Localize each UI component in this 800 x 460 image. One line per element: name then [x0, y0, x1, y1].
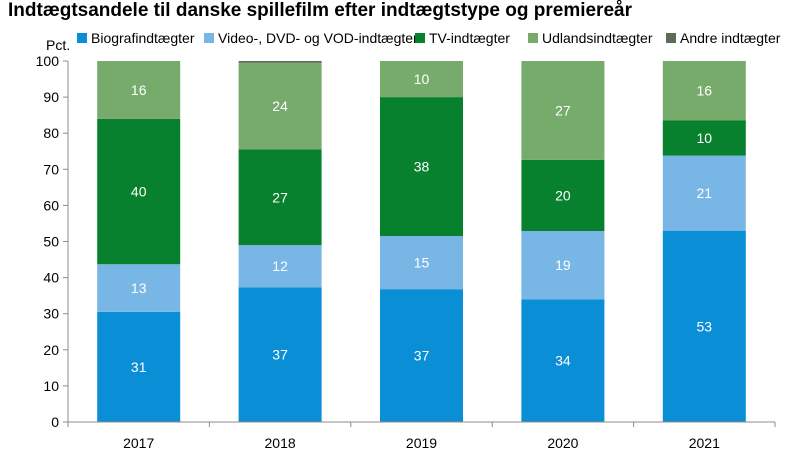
- y-tick-label: 40: [43, 270, 59, 286]
- legend-swatch-5: [666, 33, 676, 43]
- bar-segment-2019-2: [380, 236, 463, 290]
- x-tick-label-2021: 2021: [689, 435, 720, 451]
- legend-swatch-3: [415, 33, 425, 43]
- legend-swatch-1: [77, 33, 87, 43]
- x-tick-label-2017: 2017: [123, 435, 154, 451]
- bar-segment-2018-2: [238, 245, 322, 288]
- y-tick-label: 10: [43, 378, 59, 394]
- bar-segment-2019-1: [380, 289, 463, 422]
- legend-entry-2: Video-, DVD- og VOD-indtægter: [218, 30, 418, 46]
- data-label-2018-2: 12: [272, 258, 288, 274]
- bar-segment-2017-1: [97, 311, 181, 422]
- bar-segment-2020-4: [521, 61, 605, 160]
- y-tick-label: 90: [43, 89, 59, 105]
- y-tick-label: 100: [36, 53, 60, 69]
- legend-entry-1: Biografindtægter: [91, 30, 195, 46]
- data-label-2021-3: 10: [697, 130, 713, 146]
- data-label-2017-2: 13: [131, 280, 147, 296]
- x-tick-label-2020: 2020: [547, 435, 578, 451]
- data-label-2018-1: 37: [272, 347, 288, 363]
- data-label-2019-2: 15: [414, 255, 430, 271]
- data-label-2021-4: 16: [697, 83, 713, 99]
- x-axis: 2017 2018 2019 2020 2021: [67, 421, 776, 451]
- bar-segment-2021-1: [662, 230, 746, 422]
- data-label-2020-4: 27: [555, 102, 571, 118]
- data-label-2021-1: 53: [697, 318, 713, 334]
- x-tick-label-2019: 2019: [406, 435, 437, 451]
- bar-segment-2021-2: [662, 155, 746, 231]
- bar-segment-2017-4: [97, 61, 181, 119]
- chart-title: Indtægtsandele til danske spillefilm eft…: [8, 0, 632, 21]
- legend-entry-5: Andre indtægter: [680, 30, 781, 46]
- legend-entry-4: Udlandsindtægter: [542, 30, 653, 46]
- legend: Biografindtægter Video-, DVD- og VOD-indt…: [77, 30, 781, 46]
- bar-segment-2017-2: [97, 264, 181, 312]
- legend-entry-3: TV-indtægter: [429, 30, 510, 46]
- legend-swatch-4: [528, 33, 538, 43]
- data-label-2019-4: 10: [414, 71, 430, 87]
- y-tick-label: 70: [43, 161, 59, 177]
- bar-segment-2019-4: [380, 61, 463, 98]
- data-label-2018-4: 24: [272, 98, 288, 114]
- data-label-2020-1: 34: [555, 353, 571, 369]
- y-tick-label: 60: [43, 197, 59, 213]
- legend-swatch-2: [204, 33, 214, 43]
- bar-segment-2018-1: [238, 287, 322, 422]
- data-label-2017-4: 16: [131, 82, 147, 98]
- y-tick-label: 0: [51, 414, 59, 430]
- data-label-2017-1: 31: [131, 359, 147, 375]
- bar-segment-2021-4: [662, 61, 746, 121]
- bar-segment-2020-2: [521, 231, 605, 300]
- data-label-2021-2: 21: [697, 185, 713, 201]
- bar-segment-2021-3: [662, 120, 746, 156]
- data-label-2019-1: 37: [414, 348, 430, 364]
- bars: 31 13 40 16 37 12 27 24 37 15 38 10 34 19 20 27 53 21 10 16: [97, 61, 746, 422]
- bar-segment-2019-3: [380, 97, 463, 237]
- data-label-2020-3: 20: [555, 187, 571, 203]
- data-label-2020-2: 19: [555, 257, 571, 273]
- y-axis: 0 10 20 30 40 50 60 70 80 90 100: [36, 53, 69, 430]
- y-tick-label: 30: [43, 306, 59, 322]
- y-tick-label: 80: [43, 125, 59, 141]
- data-label-2017-3: 40: [131, 184, 147, 200]
- y-tick-label: 50: [43, 234, 59, 250]
- bar-segment-2017-3: [97, 118, 181, 265]
- bar-segment-2020-3: [521, 159, 605, 232]
- data-label-2019-3: 38: [414, 159, 430, 175]
- x-tick-label-2018: 2018: [265, 435, 296, 451]
- bar-segment-2020-1: [521, 299, 605, 422]
- y-axis-unit-label: Pct.: [46, 37, 70, 53]
- data-label-2018-3: 27: [272, 189, 288, 205]
- y-tick-label: 20: [43, 342, 59, 358]
- bar-segment-2018-3: [238, 149, 322, 246]
- bar-segment-2018-5: [238, 61, 322, 63]
- bar-segment-2018-4: [238, 62, 322, 150]
